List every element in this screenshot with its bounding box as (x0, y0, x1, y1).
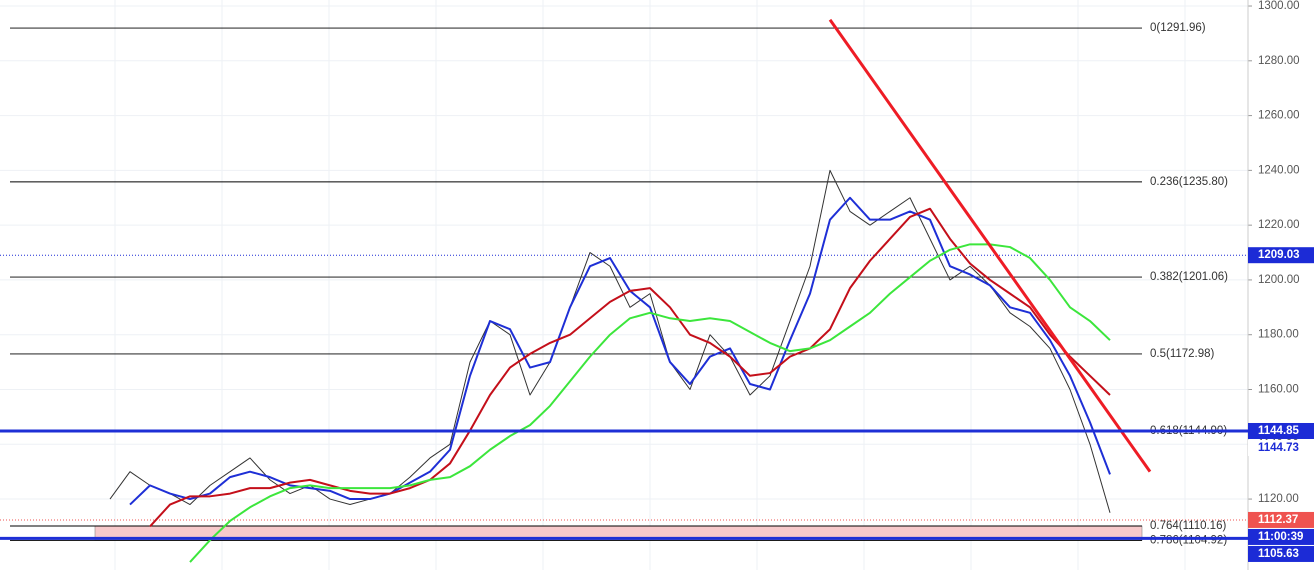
price-tag (1248, 511, 1314, 528)
price-tag-label: 1144.73 (1258, 442, 1299, 454)
countdown-tag (1248, 528, 1314, 545)
y-tick-label: 1260.00 (1258, 110, 1300, 122)
fib-label: 0.764(1110.16) (1150, 520, 1226, 532)
fib-label: 0(1291.96) (1150, 22, 1206, 34)
series-line (109, 169, 1111, 513)
series-line (828, 18, 1152, 473)
fib-label: 0.786(1104.92) (1150, 534, 1227, 546)
countdown-label: 11:00:39 (1258, 531, 1303, 543)
price-tag-label: 1209.03 (1258, 249, 1300, 261)
y-tick-label: 1200.00 (1258, 274, 1300, 286)
price-tag (1248, 422, 1314, 439)
price-tag (1248, 439, 1314, 456)
y-tick-label: 1280.00 (1258, 55, 1300, 67)
fib-label: 0.5(1172.98) (1150, 348, 1215, 360)
y-tick-label: 1160.00 (1258, 384, 1299, 396)
price-tag (1248, 247, 1314, 264)
price-tag-label: 1112.37 (1258, 514, 1298, 526)
y-tick-label: 1240.00 (1258, 164, 1300, 176)
series-line (189, 243, 1111, 563)
price-tag-label: 1144.85 (1258, 425, 1300, 437)
fib-label: 0.382(1201.06) (1150, 271, 1228, 283)
y-tick-label: 1120.00 (1258, 493, 1299, 505)
price-tag (1248, 545, 1314, 562)
series-line (129, 196, 1111, 506)
series-line (149, 207, 1111, 528)
y-tick-label: 1180.00 (1258, 329, 1299, 341)
y-tick-label: 1300.00 (1258, 0, 1300, 12)
price-tag-label: 1105.63 (1258, 548, 1299, 560)
y-tick-label: 1220.00 (1258, 219, 1300, 231)
fib-label: 0.236(1235.80) (1150, 176, 1228, 188)
